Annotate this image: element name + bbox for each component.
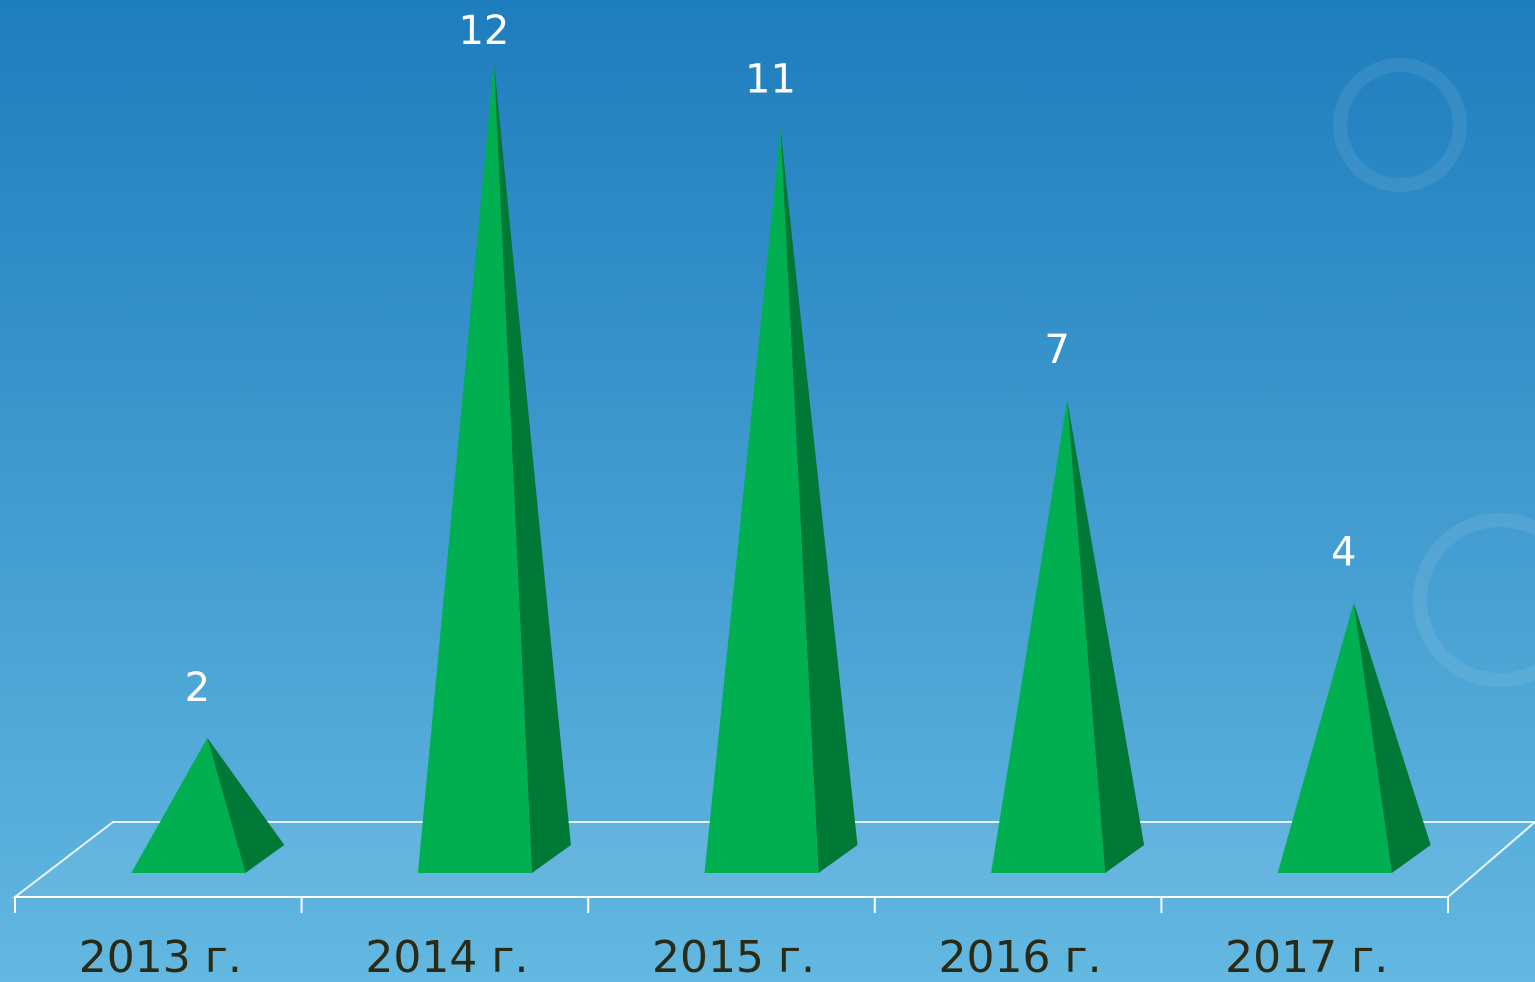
value-label: 12 xyxy=(458,8,509,54)
pyramid-side xyxy=(1067,399,1145,873)
x-tick-label: 2016 г. xyxy=(939,932,1102,982)
pyramid-side xyxy=(780,129,858,874)
x-tick-label: 2014 г. xyxy=(365,932,528,982)
pyramid-side xyxy=(1353,602,1431,873)
x-tick-label: 2013 г. xyxy=(79,932,242,982)
pyramid xyxy=(991,399,1106,873)
pyramid xyxy=(417,62,532,873)
value-label: 11 xyxy=(745,57,796,103)
pyramid-side xyxy=(207,737,285,873)
value-label: 2 xyxy=(185,665,210,711)
pyramid xyxy=(131,737,246,873)
value-label: 7 xyxy=(1044,327,1069,373)
snowflake-decor xyxy=(1333,58,1535,687)
pyramid xyxy=(704,129,819,874)
pyramid xyxy=(1277,602,1392,873)
x-tick-label: 2015 г. xyxy=(652,932,815,982)
value-label: 4 xyxy=(1331,530,1356,576)
x-tick-label: 2017 г. xyxy=(1225,932,1388,982)
pyramid-side xyxy=(493,62,571,873)
